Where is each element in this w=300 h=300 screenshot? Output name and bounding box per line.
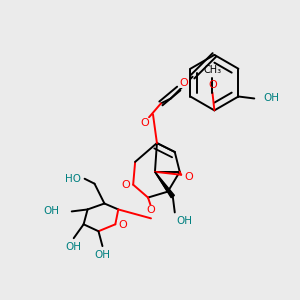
Text: OH: OH <box>94 250 110 260</box>
Text: O: O <box>122 180 130 190</box>
Text: HO: HO <box>65 174 81 184</box>
Polygon shape <box>155 172 174 198</box>
Text: O: O <box>147 206 155 215</box>
Text: O: O <box>185 172 194 182</box>
Text: O: O <box>118 220 127 230</box>
Text: OH: OH <box>263 94 279 103</box>
Text: O: O <box>208 80 217 90</box>
Text: OH: OH <box>177 216 193 226</box>
Text: CH₃: CH₃ <box>203 65 221 75</box>
Text: OH: OH <box>66 242 82 252</box>
Text: O: O <box>179 78 188 88</box>
Text: OH: OH <box>44 206 60 216</box>
Text: O: O <box>141 118 149 128</box>
